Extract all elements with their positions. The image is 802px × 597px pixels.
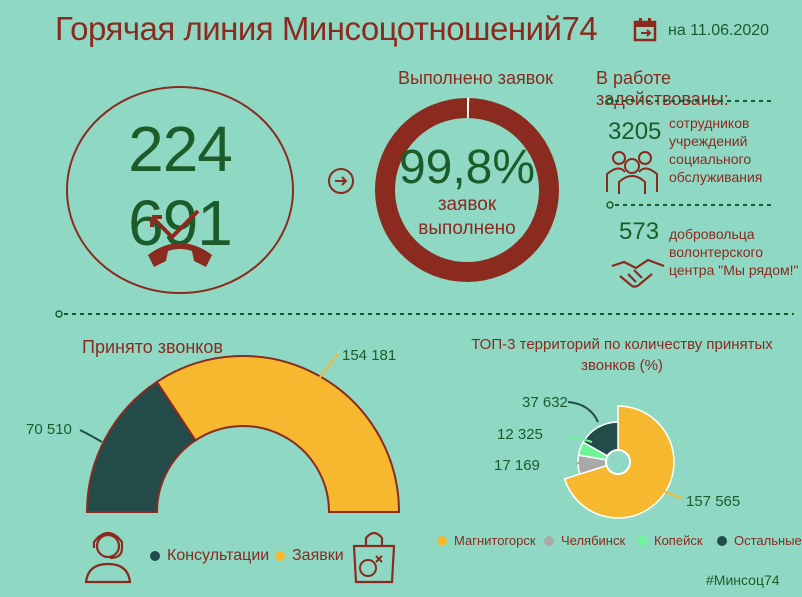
completed-subtitle: заявок выполнено	[372, 193, 562, 241]
legend-label: Магнитогорск	[454, 533, 536, 548]
total-calls-value: 224 691	[128, 113, 233, 259]
page-title: Горячая линия Минсоцотношений74	[55, 10, 598, 47]
leader-line-chelyabinsk	[575, 459, 587, 465]
people-group-icon	[606, 151, 658, 194]
data-label-other: 37 632	[522, 394, 568, 411]
employees-text-line: обслуживания	[669, 169, 763, 185]
handshake-icon	[611, 258, 665, 288]
calls-semi-donut-chart	[79, 353, 401, 513]
employees-text: сотрудников учреждений социального обслу…	[669, 114, 762, 186]
completed-donut	[375, 98, 559, 282]
legend-label-requests: Заявки	[292, 547, 344, 564]
employees-text-line: социального	[669, 151, 752, 167]
legend-dot	[637, 535, 647, 546]
volunteers-text-line: волонтерского	[669, 244, 764, 260]
data-label-chelyabinsk: 17 169	[494, 457, 540, 474]
volunteers-count: 573	[619, 218, 660, 245]
top3-donut-chart	[563, 401, 683, 519]
divider-top	[606, 97, 774, 105]
hashtag: #Минсоц74	[706, 572, 780, 588]
legend-dot	[544, 535, 554, 546]
legend-dot-consultations	[150, 551, 160, 561]
staff-title: В работе задействованы:	[596, 68, 729, 109]
divider-middle	[606, 201, 774, 209]
legend-label-consultations: Консультации	[167, 547, 270, 564]
headset-operator-icon	[84, 531, 132, 584]
legend-magnitogorsk: Магнитогорск	[437, 533, 536, 548]
completed-title: Выполнено заявок	[398, 68, 553, 88]
data-label-consultations: 70 510	[26, 421, 72, 438]
volunteers-text-line: добровольца	[669, 226, 755, 242]
completed-sub-line1: заявок	[437, 194, 497, 215]
volunteers-text: добровольца волонтерского центра "Мы ряд…	[669, 225, 799, 279]
report-date: на 11.06.2020	[668, 22, 770, 39]
data-label-kopeisk: 12 325	[497, 426, 543, 443]
legend-label: Челябинск	[561, 533, 626, 548]
phone-hangup-icon	[148, 209, 212, 267]
data-label-magnitogorsk: 157 565	[686, 493, 741, 510]
employees-text-line: сотрудников	[669, 115, 750, 131]
legend-label: Копейск	[654, 533, 703, 548]
legend-chelyabinsk: Челябинск	[544, 533, 625, 548]
data-label-requests: 154 181	[342, 347, 397, 364]
leader-line-magnitogorsk	[654, 484, 683, 499]
leader-line-consultations	[79, 429, 103, 443]
leader-line-requests	[317, 353, 339, 381]
total-calls-circle	[66, 86, 294, 294]
donut-remainder	[375, 98, 559, 282]
leader-line-other	[567, 401, 599, 423]
legend-kopeisk: Копейск	[637, 533, 703, 548]
legend-dot-requests	[275, 551, 285, 561]
legend-dot	[717, 535, 727, 546]
leader-line-kopeisk	[571, 435, 593, 443]
calls-chart-title: Принято звонков	[82, 337, 223, 357]
top3-chart-title: ТОП-3 территорий по количеству принятых …	[471, 336, 773, 374]
section-divider	[55, 310, 794, 318]
semi-slice-1	[155, 355, 401, 513]
legend-label: Остальные	[734, 533, 802, 548]
legend-consultations: Консультации	[150, 547, 269, 565]
completed-percent: 99,8%	[398, 141, 536, 194]
pie-hole	[605, 449, 631, 475]
legend-dot	[437, 535, 447, 546]
legend-requests: Заявки	[275, 547, 344, 565]
calendar-icon	[633, 18, 657, 42]
employees-count: 3205	[608, 118, 662, 145]
completed-sub-line2: выполнено	[418, 218, 516, 239]
legend-other: Остальные	[717, 533, 802, 548]
volunteers-text-line: центра "Мы рядом!"	[669, 262, 799, 278]
employees-text-line: учреждений	[669, 133, 748, 149]
arrow-right-icon	[328, 168, 354, 194]
shopping-bag-icon	[352, 531, 396, 584]
